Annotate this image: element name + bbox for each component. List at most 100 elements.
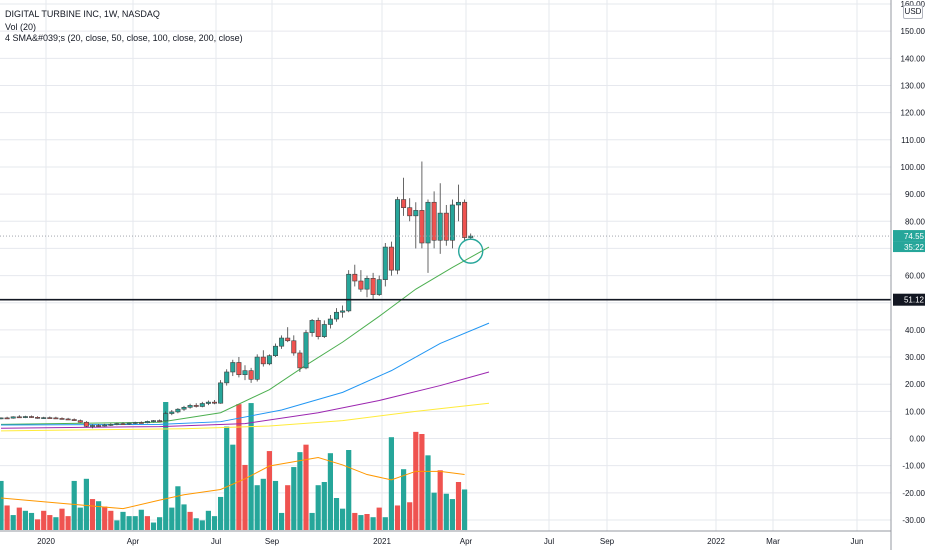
time-tick-label: 2021 [373,537,391,546]
volume-bar [462,489,468,530]
candle-body [358,280,364,290]
candle-body [65,418,71,421]
countdown-label: 35:22 [904,243,925,252]
candle-body [138,422,144,424]
volume-bar [340,508,346,530]
candle-body [181,406,187,410]
volume-bar [41,510,47,530]
volume-bar [28,512,35,530]
price-tick-label: 0.00 [909,435,925,444]
volume-bar [169,507,175,530]
time-axis[interactable]: 2020 Apr Jul Sep 2021 Apr Jul Sep 2022 Mar Jun [0,530,891,546]
overlays [0,235,891,301]
volume-bar [236,404,242,530]
volume-bar [333,498,340,530]
volume-bar [65,516,71,530]
volume-bar [413,431,419,530]
candle-body [144,421,150,424]
price-tick-label: 100.00 [901,163,926,172]
candle-body [468,235,474,238]
candle-body [431,201,437,241]
price-tick-label: 60.00 [905,272,926,281]
price-tick-label: -30.00 [902,516,925,525]
volume-bar [309,512,315,530]
candle-body [260,356,266,365]
volume-bar [376,507,382,530]
volume-bar [437,470,443,530]
time-tick-label: Apr [460,537,473,546]
volume-bar [321,482,327,530]
volume-bar [272,480,279,530]
volume-bar [327,453,333,530]
time-tick-label: 2022 [707,537,725,546]
volume-bar [388,437,394,530]
sma100-line [0,371,490,429]
price-tick-label: 40.00 [905,326,926,335]
countdown-label-bg [893,241,925,253]
time-tick-label: Mar [766,537,780,546]
candle-body [230,362,236,373]
volume-bar [224,426,230,530]
volume-bar [187,511,193,530]
candle-body [303,332,309,369]
candle-body [96,425,102,427]
candle-body [419,210,425,244]
price-tick-label: 120.00 [901,109,926,118]
candle-body [71,419,77,421]
candle-body [22,416,28,418]
candle-body [272,345,278,356]
candlesticks [0,161,474,429]
price-axis[interactable]: 160.00 150.00 140.00 130.00 120.00 110.00 100.… [890,0,926,550]
volume-bar [425,455,431,530]
candle-body [10,416,16,419]
candle-body [0,417,4,420]
candle-body [193,405,199,407]
candle-body [321,324,327,337]
volume-ma-line [0,456,465,510]
volume-bar [150,522,157,530]
volume-bar [279,512,285,530]
candle-body [83,421,89,427]
volume-bar [22,510,28,530]
candle-body [169,411,175,414]
candle-body [401,199,407,208]
volume-bar [419,434,425,530]
volume-bar [254,485,260,530]
last-price-label: 74.55 [904,232,925,241]
currency-badge[interactable]: USD [903,5,923,19]
candle-body [114,423,120,425]
candle-body [315,320,321,337]
candle-body [218,382,224,404]
volume-bar [401,469,407,530]
volume-bar [346,450,352,530]
volume-bar [126,516,132,530]
candle-body [41,417,47,419]
volume-bar [303,444,309,530]
volume-bar [211,516,218,530]
marked-level-label: 51.12 [904,296,925,305]
sma-lines [0,246,490,432]
candle-body [413,210,419,217]
candle-body [77,420,83,423]
volume-bar [218,496,224,530]
volume-bar [77,507,83,530]
time-tick-label: Sep [265,537,280,546]
price-tick-label: 110.00 [901,136,925,145]
volume-bar [96,501,102,530]
volume-bar [364,514,370,530]
candle-body [309,320,315,333]
candle-body [4,417,10,420]
price-tick-label: 140.00 [901,54,926,63]
candle-body [187,405,193,408]
candle-body [248,370,254,380]
volume-bar [315,485,321,530]
time-tick-label: Sep [600,537,615,546]
candle-body [352,273,358,282]
candle-body [199,403,205,407]
candle-body [102,424,108,427]
candle-body [212,401,218,404]
volume-bar [358,515,364,530]
candle-body [224,371,230,384]
volume-bar [382,517,388,530]
